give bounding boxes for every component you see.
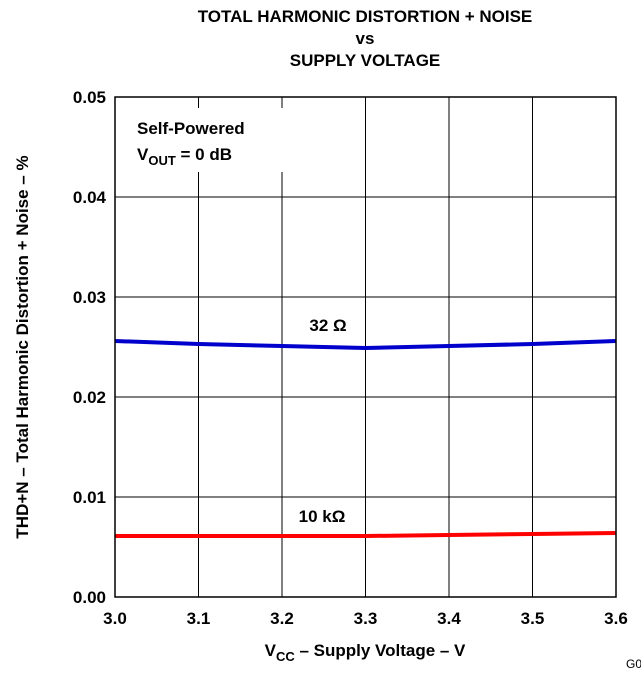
x-axis-label: VCC – Supply Voltage – V <box>265 641 466 664</box>
x-axis-label-sub: CC <box>276 649 295 664</box>
annotation-vout-rest: = 0 dB <box>176 145 232 164</box>
series-line-0 <box>114 339 617 350</box>
x-tick-label: 3.3 <box>354 609 378 628</box>
annotation-vout: VOUT = 0 dB <box>137 145 232 168</box>
y-tick-label: 0.00 <box>73 588 106 607</box>
y-tick-labels: 0.00 0.01 0.02 0.03 0.04 0.05 <box>73 88 107 607</box>
series-group <box>114 339 617 538</box>
chart-title-line-2: vs <box>356 29 375 48</box>
annotation-vout-sub: OUT <box>148 153 176 168</box>
annotation-self-powered: Self-Powered <box>137 119 245 138</box>
label-10kohm-background <box>284 503 360 531</box>
plot-frame <box>114 96 617 598</box>
y-tick-label: 0.02 <box>73 388 106 407</box>
chart-title-line-3: SUPPLY VOLTAGE <box>290 51 441 70</box>
x-axis-label-main: V <box>265 641 277 660</box>
y-axis-label: THD+N – Total Harmonic Distortion + Nois… <box>13 155 32 538</box>
figure-id: G0 <box>626 657 641 671</box>
x-axis-label-rest: – Supply Voltage – V <box>295 641 466 660</box>
x-tick-label: 3.6 <box>604 609 628 628</box>
series-label-32-ohm: 32 Ω <box>309 316 346 335</box>
x-tick-label: 3.0 <box>103 609 127 628</box>
annotation-vout-main: V <box>137 145 149 164</box>
series-line-1 <box>115 531 617 538</box>
x-tick-label: 3.2 <box>270 609 294 628</box>
y-tick-label: 0.03 <box>73 288 106 307</box>
x-tick-labels: 3.0 3.1 3.2 3.3 3.4 3.5 3.6 <box>103 609 628 628</box>
y-tick-label: 0.04 <box>73 188 107 207</box>
x-tick-label: 3.4 <box>437 609 461 628</box>
x-tick-label: 3.5 <box>521 609 545 628</box>
series-label-10-kohm: 10 kΩ <box>299 507 346 526</box>
x-tick-label: 3.1 <box>187 609 211 628</box>
annotation-background <box>128 108 288 172</box>
chart-title-line-1: TOTAL HARMONIC DISTORTION + NOISE <box>198 7 533 26</box>
y-tick-label: 0.05 <box>73 88 106 107</box>
label-32ohm-background <box>296 310 360 340</box>
y-tick-label: 0.01 <box>73 488 106 507</box>
